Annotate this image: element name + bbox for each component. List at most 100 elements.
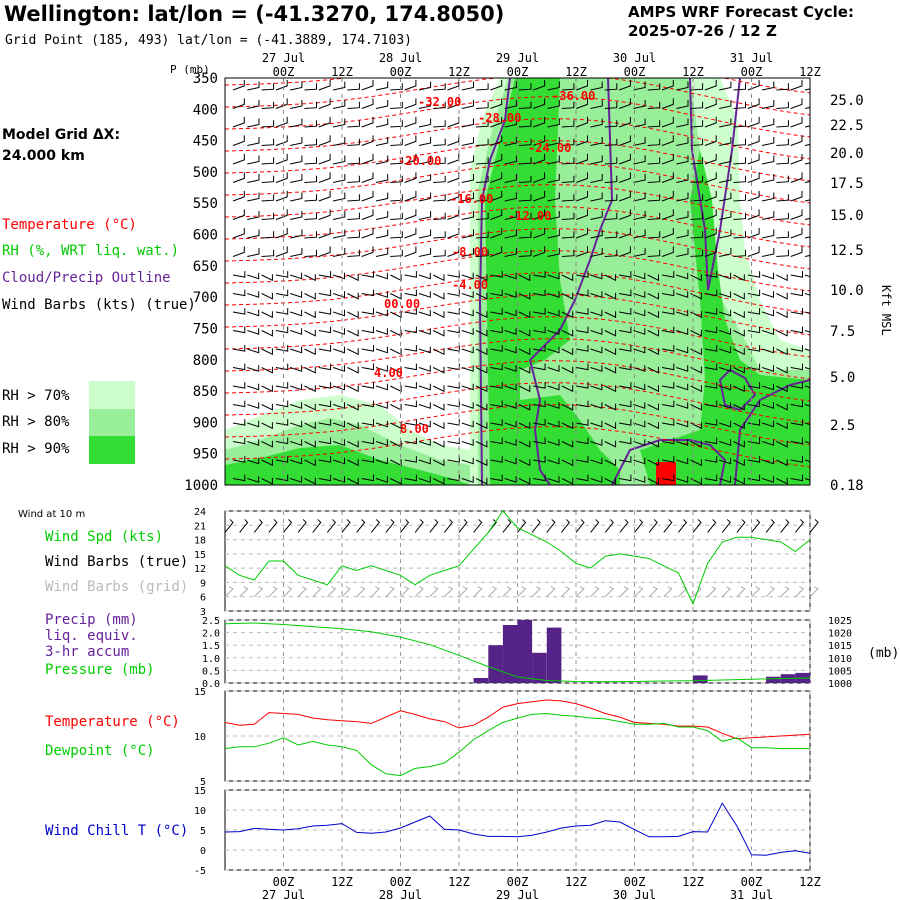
wind-barb [404,437,417,445]
wind-barb [747,116,760,128]
wind-barb [533,209,546,220]
wind-barb [232,419,246,426]
wind-barb [561,212,575,220]
wind-barb [418,476,431,483]
wind-barb [518,311,531,319]
wind-barbs-main [232,79,810,485]
bottom-time-tick: 00Z [624,875,646,889]
rh-legend: RH (%, WRT liq. wat.) [2,243,180,259]
wind-barb [747,382,761,389]
wind-tick: 3 [200,607,206,618]
wind-barb [490,153,503,165]
wind-barb [733,440,745,448]
wind-barb [719,100,732,109]
wind-barb [561,249,575,257]
wind-barb [318,79,331,91]
wind-barb [747,400,761,408]
wind-barb [461,328,474,335]
wind-barb [618,98,631,109]
wind-barb [590,476,603,483]
wind-barb [375,346,388,354]
wind-barb [618,135,631,146]
wind-barb [490,289,503,297]
wind-barb [475,366,488,374]
wind-barb [747,209,760,220]
wind-barb [576,79,588,91]
wind-barb [432,292,445,300]
isotherm-label: -24.00 [528,141,571,155]
wind-barb [390,292,402,300]
wind-barb [518,477,531,485]
wind-barb [618,227,631,239]
wind-barb [647,366,659,374]
wind-barb [561,194,575,202]
isotherm-label: -20.00 [398,154,441,168]
wind-barb [290,328,303,335]
wind-barb [604,422,617,430]
wind-barb [461,346,474,354]
wind-barb [561,459,574,467]
wind-barb [633,174,646,183]
wind-barb [390,212,403,220]
wind-barb-true [546,519,556,533]
wind-barb [790,308,803,315]
wind-barb [661,308,675,315]
wind-barb [661,172,674,183]
wind-barb [647,194,661,202]
wind-barb [676,248,689,257]
rh90-area-right [640,150,810,485]
wind-speed-line [224,510,811,606]
wind-barb [733,366,745,374]
wind-barb-grid [312,586,322,598]
wind-barb [318,227,331,239]
wind-barb-grid [283,586,293,598]
wind-barb [433,157,446,165]
kft-tick: 7.5 [830,324,855,340]
vertical-gridlines [283,78,810,485]
wind-barb [490,116,503,128]
wind-barb [332,383,345,391]
wind-barb [576,437,589,445]
wind-barb [533,308,546,315]
wind-barb [590,346,603,354]
wind-barb [576,153,588,165]
wind-barb [647,403,659,411]
pressure-tick-right: 1005 [828,666,852,677]
wind-barb [390,477,402,485]
wind-barb-grid [590,586,600,598]
wind-barb [275,400,289,408]
wind-barb [804,330,810,333]
wind-barb [461,420,474,428]
wind-barb [604,329,617,337]
wind-barb [418,291,431,298]
wind-barb [604,101,618,109]
wind-barb [332,476,345,483]
wind-barb [261,292,273,300]
wind-barb [790,419,803,426]
pressure-tick-right: 1025 [828,616,852,627]
wind-barb [275,172,288,183]
wind-barb-true [268,519,278,533]
wind-barb [704,474,718,482]
wind-barb [561,348,574,356]
wind-barb [690,231,704,239]
wind-barb [290,383,303,391]
wind-barb [432,329,445,337]
wind-barb [804,88,810,91]
wind-barb [375,229,389,239]
wind-barb [676,439,689,446]
wind-barb [790,190,803,202]
precip-legend: Precip (mm) [45,612,138,628]
wind-barb [290,81,303,91]
wind-barb [661,271,675,278]
pressure-tick: 450 [193,134,218,150]
wind-barb [690,83,704,91]
wind-barb [247,155,260,165]
wind-barb [561,274,574,282]
wind-barb [533,190,546,202]
wind-barb [547,291,560,298]
wind-barb [518,329,531,337]
wind-barb [247,81,260,91]
wind-barb [719,248,732,257]
pressure-tick-right: 1000 [828,679,852,690]
